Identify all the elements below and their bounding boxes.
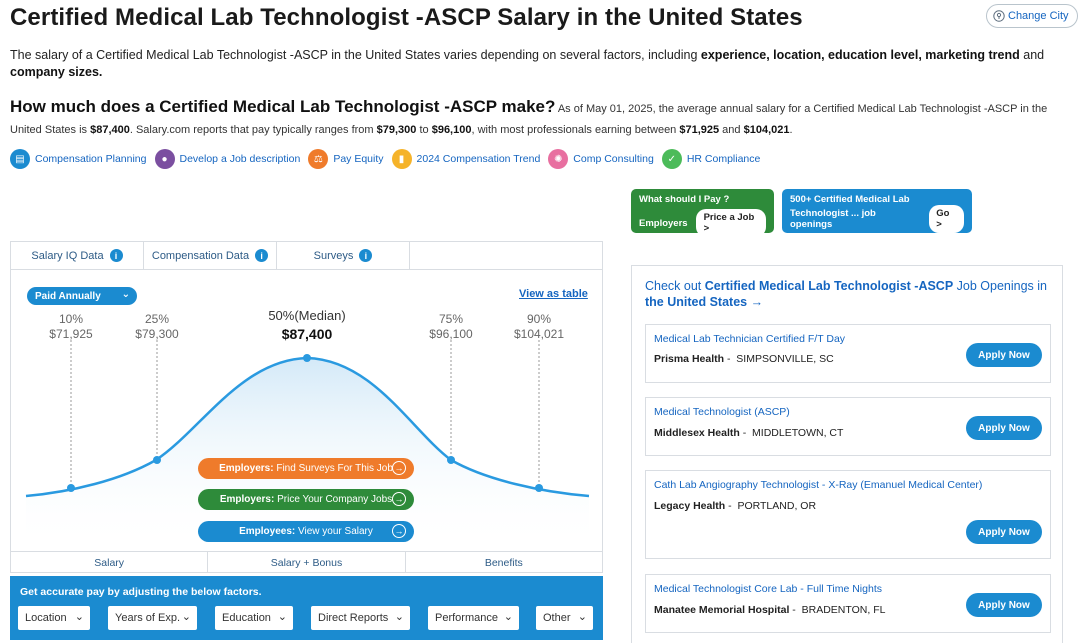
chevron-down-icon: ⌄ <box>181 611 191 623</box>
info-icon[interactable]: i <box>109 249 123 262</box>
chevron-down-icon: ⌄ <box>74 611 84 623</box>
link-job-description[interactable]: ● Develop a Job description <box>154 149 300 169</box>
compliance-icon: ✓ <box>661 149 682 169</box>
location-pin-icon <box>993 10 1005 22</box>
link-comp-consulting[interactable]: ✺ Comp Consulting <box>548 149 654 169</box>
percentile-75: 75% $96,100 <box>429 312 473 341</box>
chevron-down-icon: ⌄ <box>394 611 404 623</box>
location-dropdown[interactable]: Location ⌄ <box>18 606 90 630</box>
apply-now-button[interactable]: Apply Now <box>966 416 1042 440</box>
direct-reports-dropdown[interactable]: Direct Reports ⌄ <box>311 606 410 630</box>
tab-salary-bonus[interactable]: Salary + Bonus <box>208 552 406 573</box>
data-tabs: Salary IQ Data i Compensation Data i Surve… <box>11 242 410 270</box>
job-company: Middlesex Health - MIDDLETOWN, CT <box>654 427 844 439</box>
job-company: Prisma Health - SIMPSONVILLE, SC <box>654 353 834 365</box>
chevron-down-icon: ⌄ <box>277 611 287 623</box>
link-compensation-planning[interactable]: ▤ Compensation Planning <box>10 149 147 169</box>
intro-text: The salary of a Certified Medical Lab Te… <box>10 48 1045 79</box>
tab-salary[interactable]: Salary <box>11 552 209 573</box>
job-title-link[interactable]: Cath Lab Angiography Technologist - X-Ra… <box>654 479 983 491</box>
job-company: Legacy Health - PORTLAND, OR <box>654 500 817 512</box>
compensation-tabs: Salary Salary + Bonus Benefits <box>11 551 602 573</box>
price-company-jobs-button[interactable]: Employers: Price Your Company Jobs → <box>198 489 414 510</box>
resource-links: ▤ Compensation Planning ● Develop a Job … <box>10 149 768 169</box>
page-title: Certified Medical Lab Technologist -ASCP… <box>10 4 803 31</box>
apply-now-button[interactable]: Apply Now <box>966 520 1042 544</box>
percentile-median: 50%(Median) $87,400 <box>268 308 346 342</box>
p10-point <box>67 484 75 492</box>
other-dropdown[interactable]: Other ⌄ <box>536 606 593 630</box>
find-surveys-button[interactable]: Employers: Find Surveys For This Job → <box>198 458 414 479</box>
tab-salary-iq-data[interactable]: Salary IQ Data i <box>11 242 144 270</box>
scale-icon: ⚖ <box>308 149 329 169</box>
education-dropdown[interactable]: Education ⌄ <box>215 606 293 630</box>
apply-now-button[interactable]: Apply Now <box>966 593 1042 617</box>
performance-dropdown[interactable]: Performance ⌄ <box>428 606 519 630</box>
tab-compensation-data[interactable]: Compensation Data i <box>144 242 277 270</box>
chevron-down-icon: ⌄ <box>121 289 130 300</box>
go-button[interactable]: Go > <box>929 205 964 233</box>
factors-label: Get accurate pay by adjusting the below … <box>20 586 262 598</box>
percentile-90: 90% $104,021 <box>513 312 565 341</box>
job-company: Manatee Memorial Hospital - BRADENTON, F… <box>654 604 886 616</box>
link-compensation-trend[interactable]: ▮ 2024 Compensation Trend <box>391 149 540 169</box>
arrow-right-icon: → <box>392 492 406 506</box>
pay-frequency-select[interactable]: Paid Annually ⌄ <box>27 287 137 305</box>
factors-bar: Get accurate pay by adjusting the below … <box>10 576 603 640</box>
job-card: Medical Lab Technician Certified F/T Day… <box>645 324 1051 383</box>
job-card: Medical Technologist Core Lab - Full Tim… <box>645 574 1051 633</box>
median-point <box>303 354 311 362</box>
salary-distribution-curve <box>25 340 590 550</box>
info-icon[interactable]: i <box>255 249 269 262</box>
chevron-down-icon: ⌄ <box>577 611 587 623</box>
tab-benefits[interactable]: Benefits <box>484 556 523 569</box>
link-hr-compliance[interactable]: ✓ HR Compliance <box>661 149 760 169</box>
change-city-button[interactable]: Change City <box>986 4 1078 28</box>
p90-point <box>535 484 543 492</box>
job-card: Cath Lab Angiography Technologist - X-Ra… <box>645 470 1051 559</box>
job-title-link[interactable]: Medical Technologist (ASCP) <box>654 406 790 418</box>
price-a-job-button[interactable]: Price a Job > <box>695 209 766 237</box>
trend-icon: ▮ <box>391 149 412 169</box>
job-openings-panel: Check out Certified Medical Lab Technolo… <box>631 265 1063 643</box>
p25-point <box>153 456 161 464</box>
what-should-i-pay-card[interactable]: What should I Pay ? Employers Price a Jo… <box>631 189 774 237</box>
job-openings-card[interactable]: 500+ Certified Medical Lab Technologist … <box>782 189 972 233</box>
p75-point <box>447 456 455 464</box>
job-title-link[interactable]: Medical Technologist Core Lab - Full Tim… <box>654 583 882 595</box>
tab-surveys[interactable]: Surveys i <box>277 242 410 270</box>
view-as-table-link[interactable]: View as table <box>519 288 588 300</box>
salary-chart-panel: Salary IQ Data i Compensation Data i Surve… <box>10 241 603 573</box>
percentile-10: 10% $71,925 <box>49 312 93 341</box>
info-icon[interactable]: i <box>359 249 373 262</box>
view-your-salary-button[interactable]: Employees: View your Salary → <box>198 521 414 542</box>
apply-now-button[interactable]: Apply Now <box>966 343 1042 367</box>
arrow-right-icon: → <box>392 524 406 538</box>
salary-summary: How much does a Certified Medical Lab Te… <box>10 97 1048 136</box>
consult-icon: ✺ <box>548 149 569 169</box>
change-city-label: Change City <box>1008 10 1069 22</box>
summary-question: How much does a Certified Medical Lab Te… <box>10 97 556 116</box>
percentile-25: 25% $79,300 <box>135 312 179 341</box>
link-pay-equity[interactable]: ⚖ Pay Equity <box>308 149 384 169</box>
person-icon: ● <box>154 149 175 169</box>
job-card: Medical Technologist (ASCP) Middlesex He… <box>645 397 1051 456</box>
experience-dropdown[interactable]: Years of Exp. ⌄ <box>108 606 197 630</box>
arrow-right-icon: → <box>392 461 406 475</box>
chevron-down-icon: ⌄ <box>503 611 513 623</box>
job-openings-heading[interactable]: Check out Certified Medical Lab Technolo… <box>645 279 1047 309</box>
document-icon: ▤ <box>10 149 30 169</box>
job-title-link[interactable]: Medical Lab Technician Certified F/T Day <box>654 333 846 345</box>
